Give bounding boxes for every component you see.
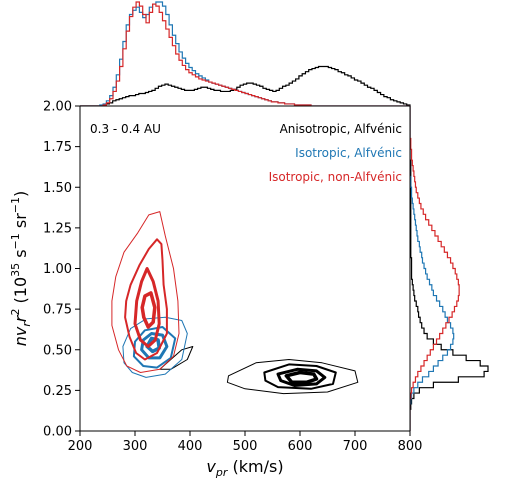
contour-line — [276, 367, 327, 387]
y-tick-label: 0.00 — [43, 425, 72, 440]
marginal-x-histogram-0 — [80, 65, 411, 107]
y-tick-label: 1.75 — [43, 140, 72, 155]
y-tick-label: 1.00 — [43, 262, 72, 277]
x-tick-label: 400 — [178, 439, 203, 454]
y-tick-label: 2.00 — [43, 100, 72, 115]
x-axis-label: vpr (km/s) — [206, 457, 283, 479]
contour-line — [263, 363, 337, 390]
contour-line — [133, 267, 161, 348]
plot-area — [79, 105, 411, 432]
contour-line — [124, 238, 168, 361]
y-axis: 0.00 0.25 0.50 0.75 1.00 1.25 1.50 1.75 2.00 — [43, 100, 80, 440]
marginal-x-histograms — [80, 1, 411, 107]
contour-line — [140, 291, 157, 329]
x-tick-label: 500 — [233, 439, 258, 454]
y-tick-label: 0.25 — [43, 384, 72, 399]
x-axis: 200 300 400 500 600 700 800 — [68, 431, 423, 454]
marginal-y-histogram-2 — [409, 106, 460, 431]
contour-line — [284, 370, 319, 385]
legend-entry-isotropic-non-alfvenic: Isotropic, non-Alfvénic — [269, 170, 402, 184]
marginal-y-histogram-1 — [409, 106, 455, 431]
region-annotation: 0.3 - 0.4 AU — [90, 122, 161, 136]
contour-line — [226, 359, 359, 395]
x-tick-label: 700 — [343, 439, 368, 454]
contour-set-1 — [122, 316, 188, 378]
legend-entry-anisotropic: Anisotropic, Alfvénic — [280, 122, 402, 136]
legend-entry-isotropic-alfvenic: Isotropic, Alfvénic — [295, 146, 402, 160]
x-tick-label: 300 — [123, 439, 148, 454]
contour-line — [111, 211, 180, 373]
contour-line — [140, 332, 169, 360]
x-tick-label: 800 — [398, 439, 423, 454]
contour-line — [159, 346, 194, 370]
y-tick-label: 0.75 — [43, 303, 72, 318]
contour-set-2 — [111, 211, 180, 373]
y-tick-label: 1.50 — [43, 181, 72, 196]
marginal-y-histograms — [409, 106, 489, 431]
x-tick-label: 200 — [68, 439, 93, 454]
marginal-x-histogram-2 — [80, 1, 410, 107]
contour-line — [145, 336, 161, 354]
y-axis-label: nvrr2 (1035 s−1 sr−1) — [9, 191, 33, 347]
contour-set-0 — [159, 346, 359, 395]
contours — [111, 211, 359, 395]
y-tick-label: 0.50 — [43, 343, 72, 358]
y-tick-label: 1.25 — [43, 221, 72, 236]
x-tick-label: 600 — [288, 439, 313, 454]
